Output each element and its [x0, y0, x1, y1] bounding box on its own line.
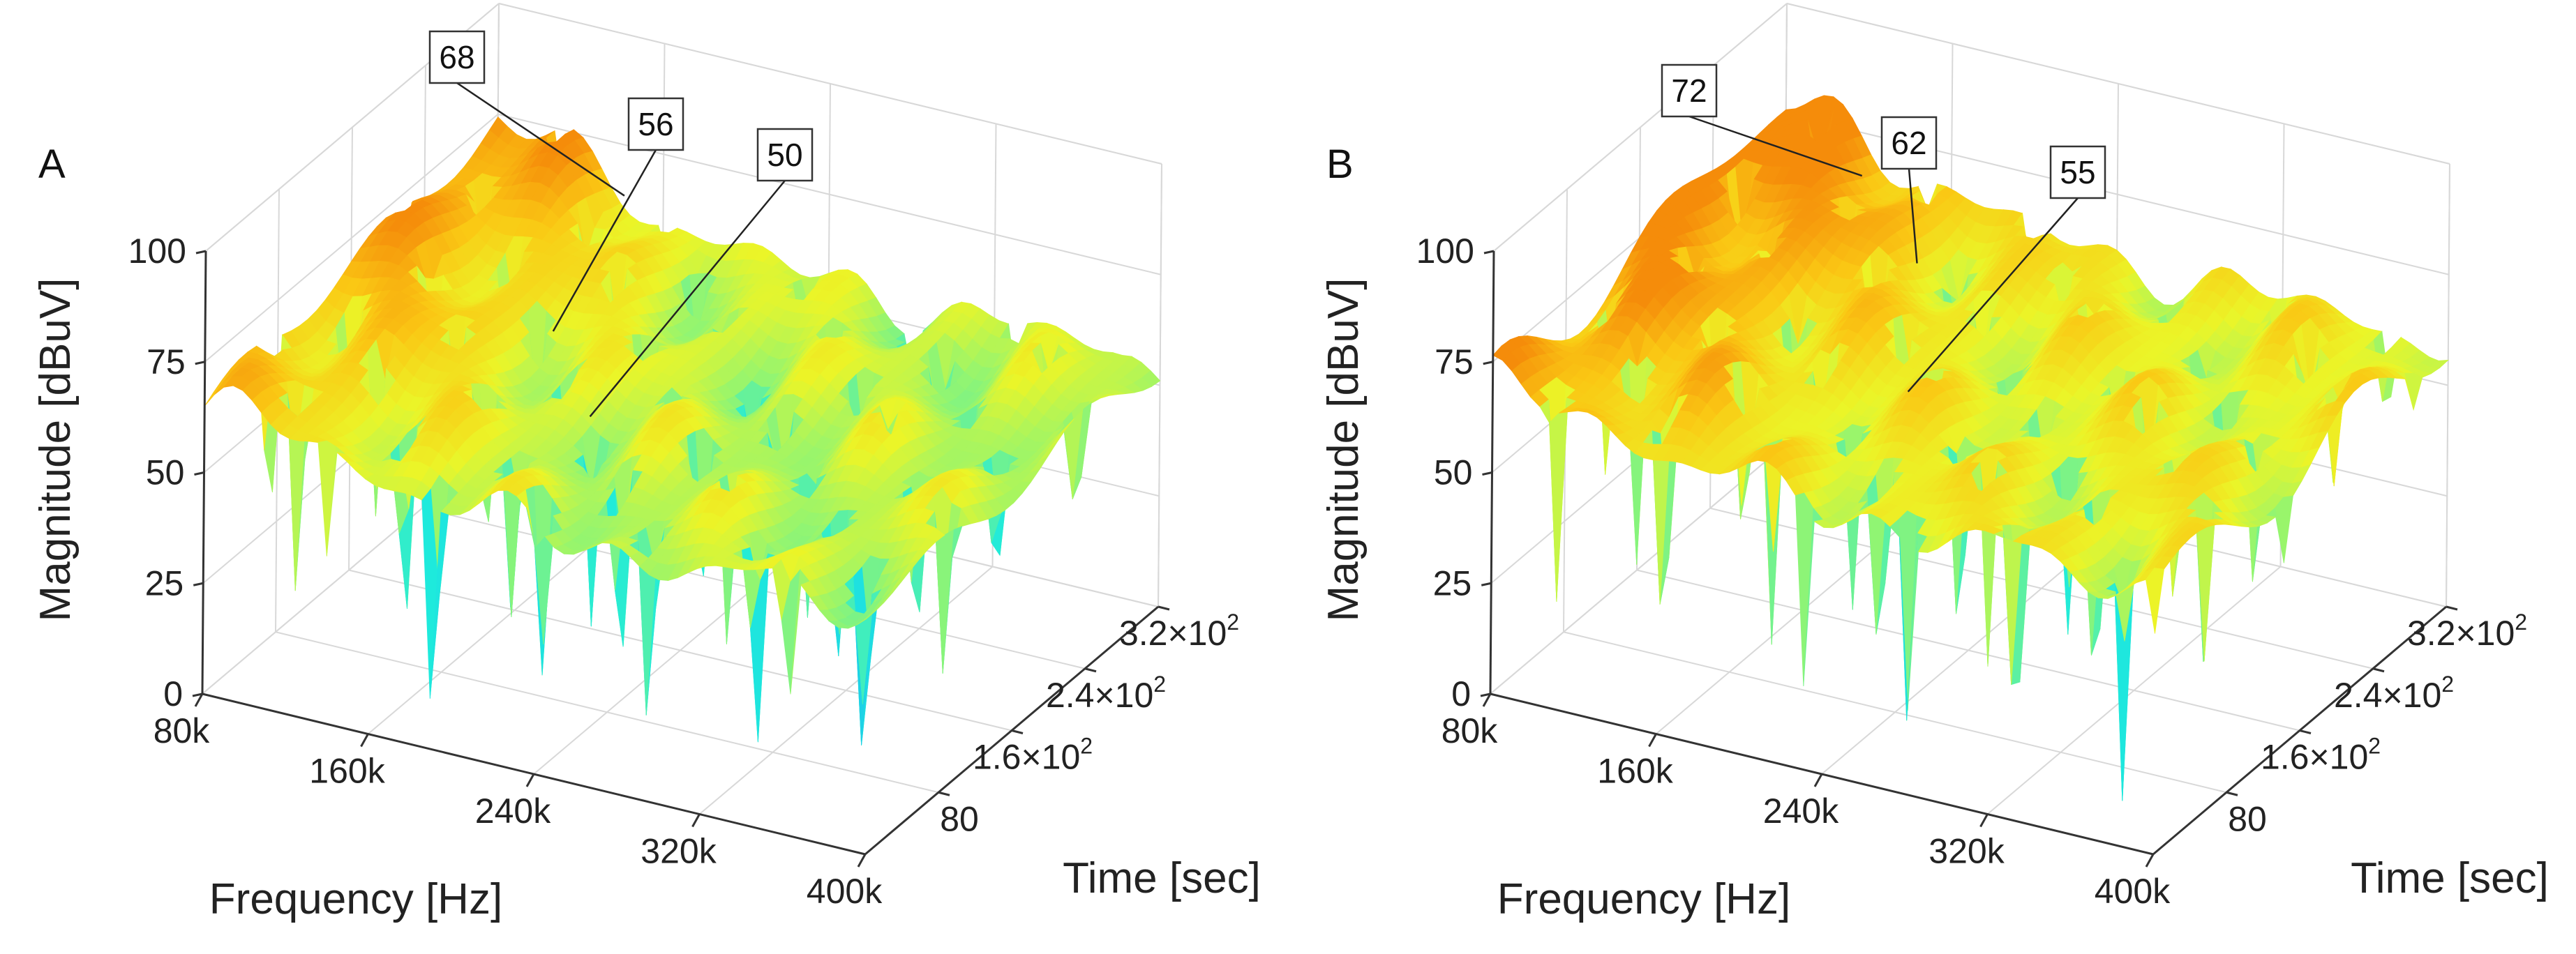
annotation-label: 62 [1891, 125, 1926, 161]
x-tick-label: 400k [807, 872, 883, 911]
z-tick-label: 0 [163, 674, 183, 713]
panel-label: B [1326, 142, 1354, 187]
annotation-leader [1907, 197, 2079, 393]
x-tick-label: 240k [475, 792, 551, 831]
annotation-label: 68 [439, 39, 474, 75]
x-tick-label: 80k [153, 711, 211, 750]
annotation-leader [1908, 168, 1918, 264]
x-tick-label: 400k [2095, 872, 2171, 911]
z-axis-label: Magnitude [dBuV] [1319, 278, 1368, 622]
y-tick-label: 1.6×102 [973, 734, 1093, 777]
x-tick-label: 240k [1763, 792, 1839, 831]
surface-plot-b: 0 25 50 75 100 80k 160k 240k 320k 400k 80 1.6×102 2.… [1288, 0, 2576, 954]
annotation-box [2049, 145, 2106, 199]
surface-plot-a-canvas: 0 25 50 75 100 80k 160k 240k 320k 400k 80 1.6×102 2.… [31, 3, 1261, 923]
z-tick-label: 50 [146, 453, 185, 492]
annotation-box [1880, 116, 1938, 170]
annotation-leader [1688, 115, 1863, 177]
z-tick-label: 0 [1451, 674, 1471, 713]
y-tick-label: 2.4×102 [2334, 672, 2454, 715]
surface-mesh [204, 116, 1161, 745]
y-axis-label: Time [sec] [1063, 854, 1261, 902]
x-tick-label: 80k [1441, 711, 1499, 750]
y-tick-label: 3.2×102 [2407, 610, 2527, 653]
y-tick-label: 3.2×102 [1119, 610, 1239, 653]
x-tick-label: 320k [1929, 832, 2005, 871]
surface-plot-a: 0 25 50 75 100 80k 160k 240k 320k 400k 80 1.6×102 2.… [31, 3, 1261, 923]
annotation-label: 55 [2060, 154, 2095, 190]
y-tick-label: 80 [2228, 799, 2267, 838]
z-tick-label: 75 [1435, 342, 1474, 381]
x-axis-label: Frequency [Hz] [209, 875, 502, 923]
surface-mesh [1492, 95, 2449, 801]
z-axis-label: Magnitude [dBuV] [31, 278, 80, 622]
x-tick-label: 160k [309, 752, 385, 791]
annotation-box [627, 97, 684, 151]
panel-label: A [38, 142, 66, 187]
annotation-box [428, 30, 486, 84]
axis-lines [192, 250, 1170, 868]
annotation-label: 56 [638, 106, 673, 142]
annotation-label: 72 [1671, 73, 1707, 109]
surface-plot-b-canvas: 0 25 50 75 100 80k 160k 240k 320k 400k 80 1.6×102 2.… [1319, 3, 2549, 923]
z-tick-label: 100 [128, 232, 186, 271]
annotation-leader [589, 180, 786, 418]
annotation-label: 50 [767, 137, 802, 173]
x-tick-label: 160k [1597, 752, 1673, 791]
z-tick-label: 25 [1433, 563, 1472, 603]
x-axis-label: Frequency [Hz] [1497, 875, 1790, 923]
axis-lines [1480, 250, 2458, 868]
z-tick-label: 25 [145, 563, 184, 603]
y-tick-label: 80 [940, 799, 979, 838]
annotation-leader [456, 82, 625, 197]
y-tick-label: 2.4×102 [1046, 672, 1166, 715]
annotation-box [756, 128, 814, 182]
y-axis-label: Time [sec] [2351, 854, 2549, 902]
x-tick-label: 320k [641, 832, 717, 871]
z-tick-label: 75 [147, 342, 186, 381]
z-tick-label: 100 [1416, 232, 1474, 271]
z-tick-label: 50 [1434, 453, 1473, 492]
y-tick-label: 1.6×102 [2261, 734, 2381, 777]
annotation-box [1661, 63, 1718, 118]
annotation-leader [552, 149, 657, 332]
